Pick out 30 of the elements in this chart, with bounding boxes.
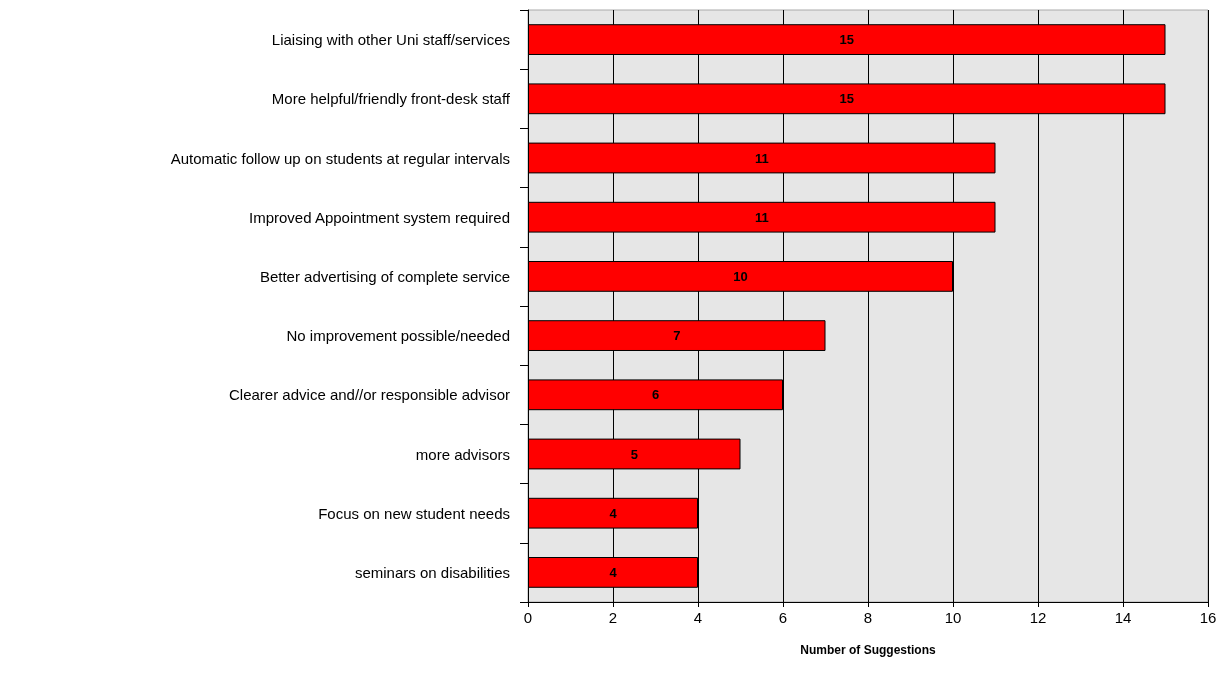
- x-tick-label: 10: [944, 609, 962, 626]
- y-tick-label: More helpful/friendly front-desk staff: [271, 90, 511, 108]
- y-tick-label: Improved Appointment system required: [249, 208, 510, 226]
- y-tick-label: seminars on disabilities: [354, 563, 510, 581]
- x-tick-label: 4: [693, 609, 703, 626]
- x-tick-label: 6: [778, 609, 788, 626]
- y-tick-label: Automatic follow up on students at regular intervals: [170, 149, 510, 167]
- data-label: 10: [733, 268, 748, 284]
- data-label: 7: [673, 328, 681, 344]
- x-tick-label: 2: [608, 609, 618, 626]
- data-label: 6: [651, 387, 660, 403]
- data-label: 11: [754, 209, 769, 225]
- y-tick-label: Clearer advice and//or responsible advisor: [229, 386, 510, 404]
- x-tick-label: 14: [1114, 609, 1132, 626]
- data-label: 11: [754, 150, 769, 166]
- y-tick-label: more advisors: [415, 445, 510, 463]
- x-tick-label: 16: [1199, 609, 1217, 626]
- data-label: 15: [839, 32, 854, 48]
- x-tick-label: 12: [1029, 609, 1047, 626]
- x-tick-label: 8: [863, 609, 873, 626]
- x-tick-label: 0: [523, 609, 533, 626]
- data-label: 4: [609, 564, 618, 580]
- data-label: 15: [839, 91, 854, 107]
- y-tick-label: Better advertising of complete service: [259, 267, 510, 285]
- data-label: 5: [630, 446, 638, 462]
- y-tick-label: Liaising with other Uni staff/services: [271, 31, 510, 49]
- x-axis-title: Number of Suggestions: [800, 643, 936, 657]
- data-label: 4: [609, 505, 618, 521]
- y-tick-label: No improvement possible/needed: [286, 327, 510, 345]
- y-tick-label: Focus on new student needs: [318, 504, 510, 522]
